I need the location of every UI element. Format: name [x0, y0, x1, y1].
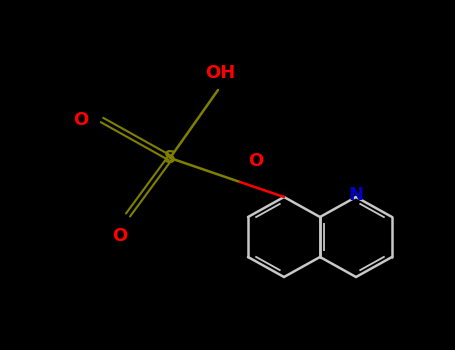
Text: O: O	[73, 111, 88, 129]
Text: O: O	[248, 152, 263, 170]
Text: N: N	[349, 186, 364, 204]
Text: S: S	[164, 149, 176, 167]
Text: OH: OH	[205, 64, 235, 82]
Text: O: O	[112, 227, 127, 245]
